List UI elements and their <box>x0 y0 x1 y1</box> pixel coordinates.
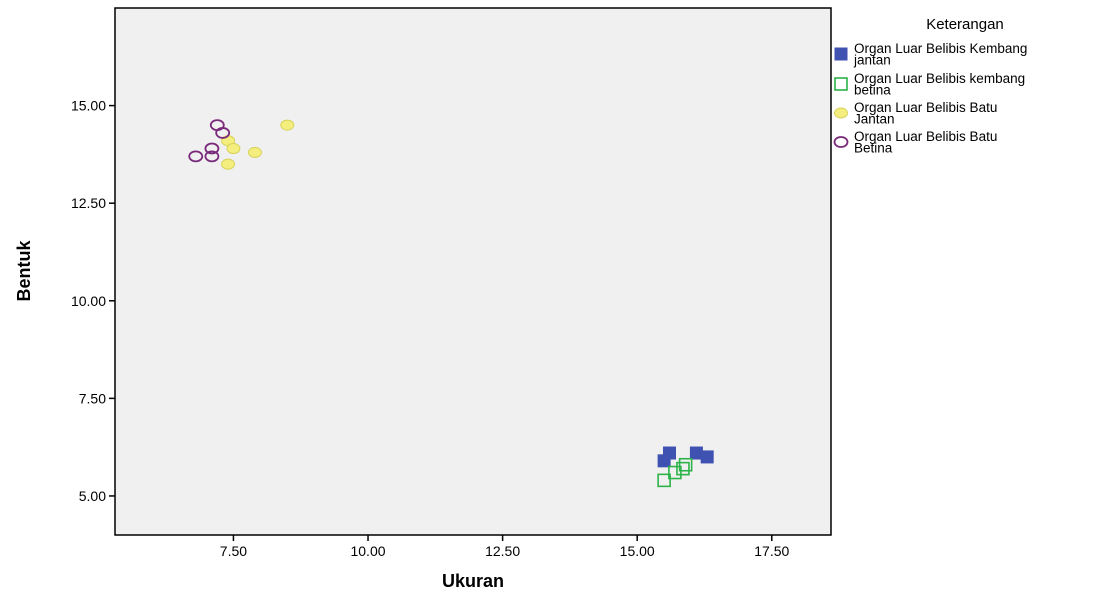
legend-label-line: Betina <box>854 141 893 156</box>
legend-label-line: Organ Luar Belibis Batu <box>854 100 997 115</box>
y-axis-title: Bentuk <box>14 240 34 302</box>
data-point <box>657 473 671 488</box>
x-tick-label: 12.50 <box>485 543 520 559</box>
data-point <box>204 142 220 155</box>
data-point <box>668 465 682 480</box>
x-tick-label: 10.00 <box>350 543 385 559</box>
legend-marker <box>834 77 848 91</box>
data-point <box>689 446 703 460</box>
data-point <box>280 119 295 131</box>
data-point <box>204 150 220 163</box>
legend-label: Organ Luar Belibis Kembang jantan <box>853 41 1027 68</box>
data-points <box>188 119 714 488</box>
y-tick-label: 15.00 <box>71 98 106 114</box>
x-tick-label: 15.00 <box>620 543 655 559</box>
legend-label: Organ Luar Belibis Batu Betina <box>854 129 997 156</box>
legend-label-line: Jantan <box>854 112 895 127</box>
legend-label-line: jantan <box>853 53 891 68</box>
legend-marker <box>834 47 848 61</box>
data-point <box>188 150 204 163</box>
plot-area <box>114 7 832 536</box>
legend-label-line: Organ Luar Belibis Kembang <box>854 41 1027 56</box>
data-point <box>662 446 676 460</box>
data-point <box>676 461 690 476</box>
data-point <box>226 143 241 155</box>
data-point <box>247 146 262 158</box>
legend-label-line: betina <box>854 83 891 98</box>
legend-label-line: Organ Luar Belibis kembang <box>854 71 1025 86</box>
data-point <box>700 450 714 464</box>
axis-ticks: 7.50 10.00 12.50 15.00 17.50 5.00 7.50 10.00 12.… <box>71 98 790 559</box>
legend-label: Organ Luar Belibis kembang betina <box>854 71 1025 98</box>
data-point <box>215 127 231 139</box>
legend-marker <box>833 136 849 148</box>
legend-label-line: Organ Luar Belibis Batu <box>854 129 997 144</box>
legend-marker <box>834 107 848 119</box>
x-tick-label: 17.50 <box>754 543 789 559</box>
x-axis-title: Ukuran <box>442 571 504 591</box>
y-tick-label: 5.00 <box>79 488 106 504</box>
x-tick-label: 7.50 <box>220 543 247 559</box>
y-tick-label: 7.50 <box>79 390 106 406</box>
y-tick-label: 10.00 <box>71 293 106 309</box>
legend-label: Organ Luar Belibis Batu Jantan <box>854 100 997 127</box>
legend: Keterangan Organ Luar Belibis Kembang jan… <box>833 16 1027 156</box>
data-point <box>221 158 236 170</box>
data-point <box>678 457 693 472</box>
y-tick-label: 12.50 <box>71 195 106 211</box>
legend-title: Keterangan <box>926 16 1004 33</box>
